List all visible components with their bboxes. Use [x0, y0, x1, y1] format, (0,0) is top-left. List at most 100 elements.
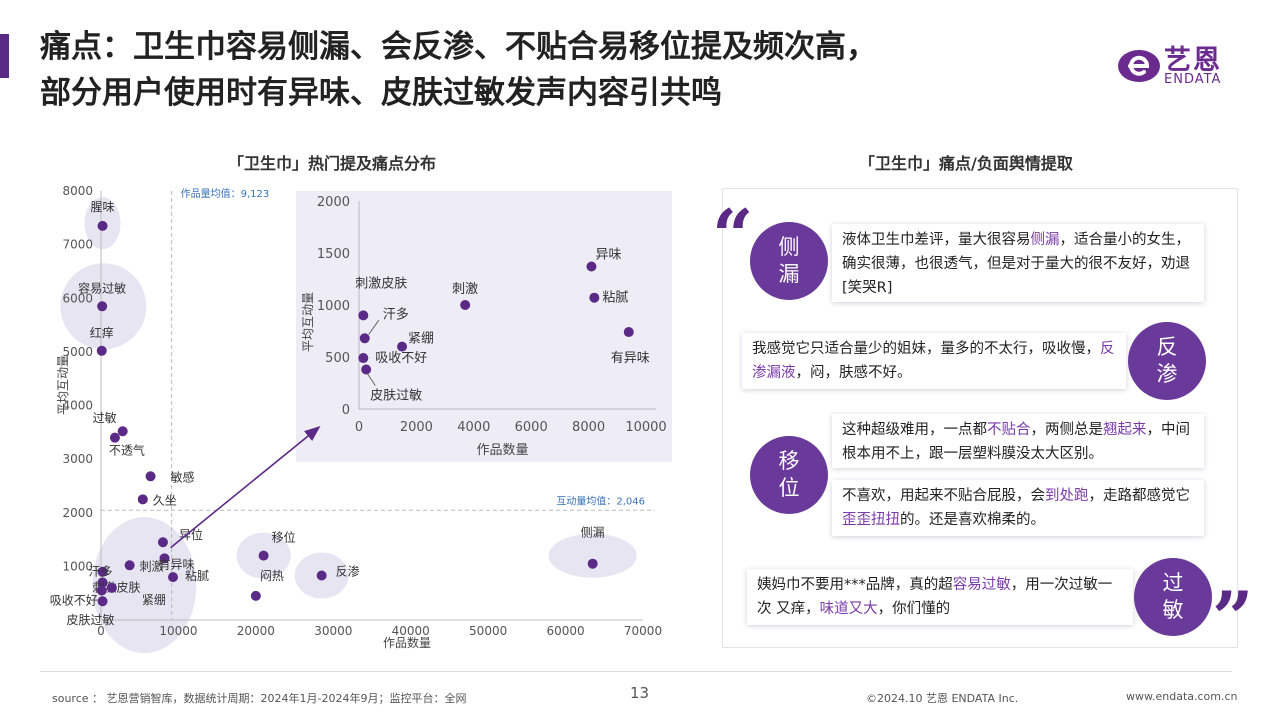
x-mean-label: 作品量均值：9,123 [181, 187, 270, 200]
inset-point-label: 汗多 [383, 306, 409, 322]
tag-circle-allergy: 过敏 [1134, 558, 1212, 636]
scatter-point-label: 异位 [179, 527, 203, 542]
inset-x-tick-label: 10000 [625, 420, 666, 435]
endata-logo: 艺恩 ENDATA [1116, 38, 1240, 90]
x-axis-title: 作品数量 [383, 635, 431, 650]
scatter-point-label: 有异味 [158, 557, 194, 571]
y-tick-label: 4000 [62, 399, 93, 413]
scatter-point-main [97, 596, 108, 607]
scatter-point-main [106, 582, 117, 593]
scatter-point-label: 刺激 [140, 559, 164, 573]
y-tick-label: 5000 [62, 345, 93, 359]
y-tick-label: 8000 [62, 184, 93, 198]
page-title-line-1: 痛点：卫生巾容易侧漏、会反渗、不贴合易移位提及频次高， [40, 29, 877, 65]
inset-point-label: 吸收不好 [375, 351, 427, 366]
tag-circle-reverse-seep: 反渗 [1128, 322, 1206, 400]
y-tick-label: 7000 [62, 238, 93, 252]
scatter-point-main [97, 566, 108, 577]
quote-text-allergy: 姨妈巾不要用***品牌，真的超容易过敏，用一次过敏一次 又痒，味道又大，你们懂的 [757, 577, 1112, 617]
scatter-point-label: 红痒 [90, 325, 114, 340]
tag-side-leak-line-2: 漏 [778, 262, 800, 286]
scatter-point-main [587, 558, 598, 569]
footer-copyright: ©2024.10 艺恩 ENDATA Inc. [866, 692, 1019, 705]
x-tick-label: 30000 [314, 624, 352, 638]
logo-name: 艺恩 [1164, 45, 1222, 76]
close-quote-icon: ” [1212, 575, 1254, 660]
tag-shift-line-1: 移 [778, 449, 800, 473]
scatter-point-inset [589, 292, 600, 303]
inset-x-tick-label: 0 [355, 420, 363, 435]
page-number: 13 [630, 684, 650, 702]
inset-point-label: 刺激皮肤 [355, 276, 407, 291]
scatter-point-main [316, 570, 327, 581]
left-chart-title: 「卫生巾」热门提及痛点分布 [228, 154, 437, 173]
quote-text-segment: ，你们懂的 [877, 601, 951, 617]
quote-bubble-allergy: 姨妈巾不要用***品牌，真的超容易过敏，用一次过敏一次 又痒，味道又大，你们懂的 [747, 569, 1133, 625]
y-axis-title: 平均互动量 [56, 355, 70, 415]
inset-point-label: 紧绷 [408, 332, 434, 347]
scatter-point-label: 闷热 [260, 568, 284, 583]
scatter-point-label: 汗多 [89, 565, 113, 579]
scatter-point-main [168, 572, 179, 583]
quote-text-segment: 这种超级难用，一点都 [842, 422, 987, 438]
scatter-point-label: 吸收不好 [50, 594, 98, 608]
quote-text-segment: ，用一次过敏一次 又痒， [757, 577, 1113, 617]
scatter-point-label: 容易过敏 [78, 280, 126, 295]
tag-reverse-seep-line-1: 反 [1156, 335, 1178, 359]
quote-text-shift-2: 不喜欢，用起来不贴合屁股，会到处跑，走路都感觉它歪歪扭扭的。还是喜欢棉柔的。 [842, 488, 1190, 528]
quote-highlight: 反渗漏液 [752, 341, 1115, 381]
scatter-point-inset [358, 310, 369, 321]
tag-allergy-line-1: 过 [1162, 571, 1184, 595]
x-tick-label: 60000 [546, 624, 584, 638]
quote-text-reverse-seep: 我感觉它只适合量少的姐妹，量多的不太行，吸收慢，反渗漏液，闷，肤感不好。 [752, 341, 1115, 381]
scatter-point-main [117, 426, 128, 437]
scatter-point-label: 久坐 [153, 493, 177, 507]
quote-highlight: 不贴合 [987, 422, 1031, 438]
scatter-point-inset [623, 327, 634, 338]
scatter-point-main [96, 345, 107, 356]
tag-allergy-line-2: 敏 [1162, 598, 1184, 622]
scatter-point-main [137, 494, 148, 505]
inset-x-tick-label: 4000 [457, 420, 490, 435]
quote-text-segment: 的。还是喜欢棉柔的。 [900, 512, 1045, 528]
inset-y-tick-label: 1000 [317, 299, 350, 314]
tag-shift-line-2: 位 [778, 476, 800, 500]
scatter-point-main [109, 432, 120, 443]
quote-text-segment: ，适合量小的女生，确实很薄，也很透气，但是对于量大的很不友好，劝退[笑哭R] [842, 232, 1190, 296]
scatter-point-label: 移位 [272, 530, 296, 545]
scatter-point-main [250, 590, 261, 601]
open-quote-icon: “ [712, 193, 754, 278]
quote-highlight: 翘起来 [1103, 422, 1147, 438]
inset-y-tick-label: 2000 [317, 195, 350, 210]
inset-x-tick-label: 6000 [515, 420, 548, 435]
tag-reverse-seep-line-2: 渗 [1156, 362, 1178, 386]
footer-url: www.endata.com.cn [1126, 690, 1238, 703]
quote-bubble-reverse-seep: 我感觉它只适合量少的姐妹，量多的不太行，吸收慢，反渗漏液，闷，肤感不好。 [742, 333, 1126, 389]
scatter-point-label: 侧漏 [581, 526, 605, 540]
page-title-line-2: 部分用户使用时有异味、皮肤过敏发声内容引共鸣 [40, 75, 722, 111]
quote-highlight: 歪歪扭扭 [842, 512, 900, 528]
tag-circle-shift: 移位 [750, 436, 828, 514]
inset-point-label: 异味 [595, 248, 621, 263]
y-tick-label: 2000 [62, 506, 93, 520]
inset-y-tick-label: 500 [325, 351, 350, 366]
scatter-point-inset [358, 353, 369, 364]
x-tick-label: 0 [97, 624, 105, 638]
x-tick-label: 10000 [159, 624, 197, 638]
scatter-chart: 0 10000 20000 30000 40000 50000 60000 700001000… [50, 184, 672, 654]
scatter-point-inset [359, 333, 370, 344]
quote-text-segment: 不喜欢，用起来不贴合屁股，会 [842, 488, 1045, 504]
quote-bubble-side-leak: 液体卫生巾差评，量大很容易侧漏，适合量小的女生，确实很薄，也很透气，但是对于量大… [832, 224, 1204, 302]
y-tick-label: 6000 [62, 291, 93, 305]
inset-point-label: 粘腻 [602, 291, 628, 306]
inset-y-axis-title: 平均互动量 [301, 292, 315, 352]
page-title: 痛点：卫生巾容易侧漏、会反渗、不贴合易移位提及频次高， 部分用户使用时有异味、皮… [40, 24, 877, 116]
y-tick-label: 3000 [62, 452, 93, 466]
inset-point-label: 皮肤过敏 [370, 388, 422, 403]
scatter-point-label: 紧绷 [142, 592, 166, 607]
quote-text-segment: 我感觉它只适合量少的姐妹，量多的不太行，吸收慢， [752, 341, 1100, 357]
title-accent-bar [0, 34, 9, 78]
zoom-arrow [170, 425, 321, 549]
y-mean-label: 互动量均值：2,046 [556, 494, 645, 507]
quote-highlight: 味道又大 [819, 601, 878, 617]
